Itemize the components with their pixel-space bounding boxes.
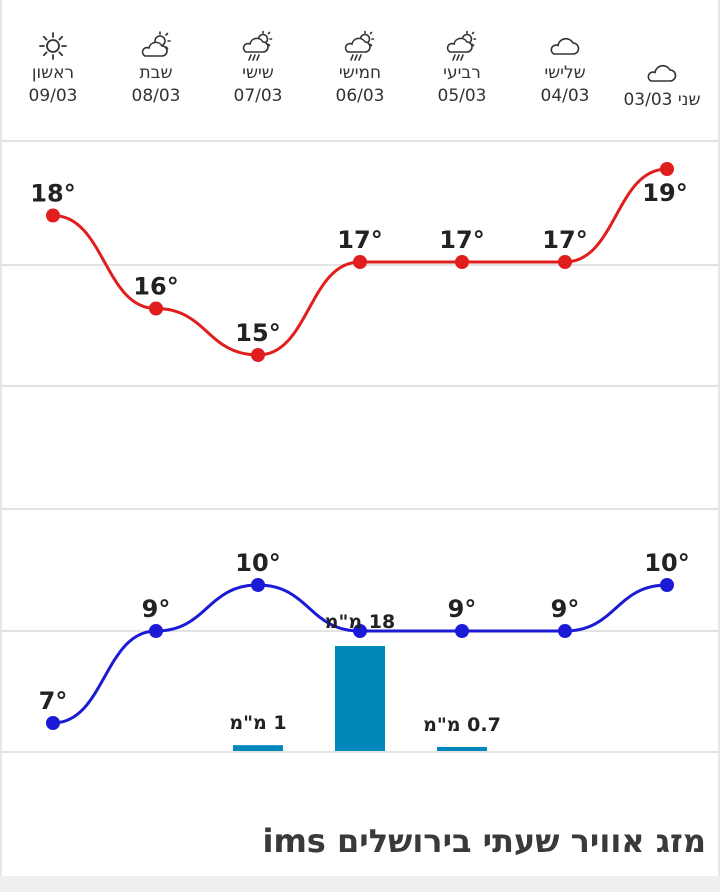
high-temp-label: 19° xyxy=(642,179,687,207)
day-date: 09/03 xyxy=(28,86,78,106)
low-temp-point xyxy=(46,716,60,730)
rain-cloud-sun-icon xyxy=(310,30,410,62)
day-name: שישי xyxy=(242,63,274,83)
days-header: ראשון 09/03 שבת 08/03 xyxy=(0,0,720,130)
rain-bar xyxy=(233,745,283,751)
low-temp-point xyxy=(660,578,674,592)
cloud-icon xyxy=(515,30,615,62)
day-column-6: שני 03/03 xyxy=(607,58,717,112)
gridline xyxy=(0,140,720,142)
sun-icon xyxy=(3,30,103,62)
rain-label: 1 מ"מ xyxy=(229,712,286,734)
rain-cloud-sun-icon xyxy=(412,30,512,62)
day-column-4: רביעי 05/03 xyxy=(412,30,512,108)
day-date: 06/03 xyxy=(335,86,385,106)
low-temp-label: 9° xyxy=(448,595,477,623)
high-temp-label: 17° xyxy=(542,226,587,254)
day-name: שלישי xyxy=(544,63,586,83)
low-temp-point xyxy=(251,578,265,592)
day-name: חמישי xyxy=(338,63,382,83)
footer-strip xyxy=(0,876,720,892)
low-temp-label: 9° xyxy=(551,595,580,623)
high-temp-point xyxy=(558,255,572,269)
gridline xyxy=(0,751,720,753)
high-temp-label: 18° xyxy=(30,180,75,208)
frame-right-border xyxy=(718,0,720,892)
high-temp-label: 17° xyxy=(337,226,382,254)
day-column-3: חמישי 06/03 xyxy=(310,30,410,108)
day-label: שני 03/03 xyxy=(607,88,717,112)
day-date: 07/03 xyxy=(233,86,283,106)
frame-left-border xyxy=(0,0,2,892)
day-date: 04/03 xyxy=(540,86,590,106)
low-temp-point xyxy=(149,624,163,638)
low-temp-point xyxy=(558,624,572,638)
day-name: שני xyxy=(677,90,701,110)
high-temp-point xyxy=(251,348,265,362)
high-temp-label: 16° xyxy=(133,273,178,301)
partly-cloudy-icon xyxy=(106,30,206,62)
high-temp-label: 15° xyxy=(235,319,280,347)
day-column-2: שישי 07/03 xyxy=(208,30,308,108)
rain-label: 18 מ"מ xyxy=(325,611,395,633)
day-name: שבת xyxy=(139,63,173,83)
low-temp-point xyxy=(455,624,469,638)
day-name: רביעי xyxy=(443,63,481,83)
rain-bar xyxy=(335,646,385,751)
cloud-icon xyxy=(607,58,717,88)
high-temp-point xyxy=(353,255,367,269)
day-date: 08/03 xyxy=(131,86,181,106)
page-title: מזג אוויר שעתי בירושלים ims xyxy=(262,822,706,860)
rain-cloud-sun-icon xyxy=(208,30,308,62)
high-temp-point xyxy=(46,208,60,223)
high-temp-point xyxy=(660,162,674,176)
day-column-1: שבת 08/03 xyxy=(106,30,206,108)
low-temp-point xyxy=(353,624,367,638)
day-column-5: שלישי 04/03 xyxy=(515,30,615,108)
day-name: ראשון xyxy=(31,63,75,83)
low-temp-label: 10° xyxy=(644,549,689,577)
rain-bar xyxy=(437,746,487,751)
day-column-0: ראשון 09/03 xyxy=(3,30,103,108)
day-date: 05/03 xyxy=(437,86,487,106)
day-date: 03/03 xyxy=(623,90,673,110)
gridline xyxy=(0,508,720,510)
high-temp-point xyxy=(149,301,163,316)
low-temp-label: 7° xyxy=(39,687,68,715)
high-temp-point xyxy=(455,255,469,269)
gridline xyxy=(0,385,720,387)
low-temp-label: 9° xyxy=(142,595,171,623)
high-temp-label: 17° xyxy=(439,226,484,254)
low-temp-label: 10° xyxy=(235,549,280,577)
rain-label: 0.7 מ"מ xyxy=(423,714,501,736)
